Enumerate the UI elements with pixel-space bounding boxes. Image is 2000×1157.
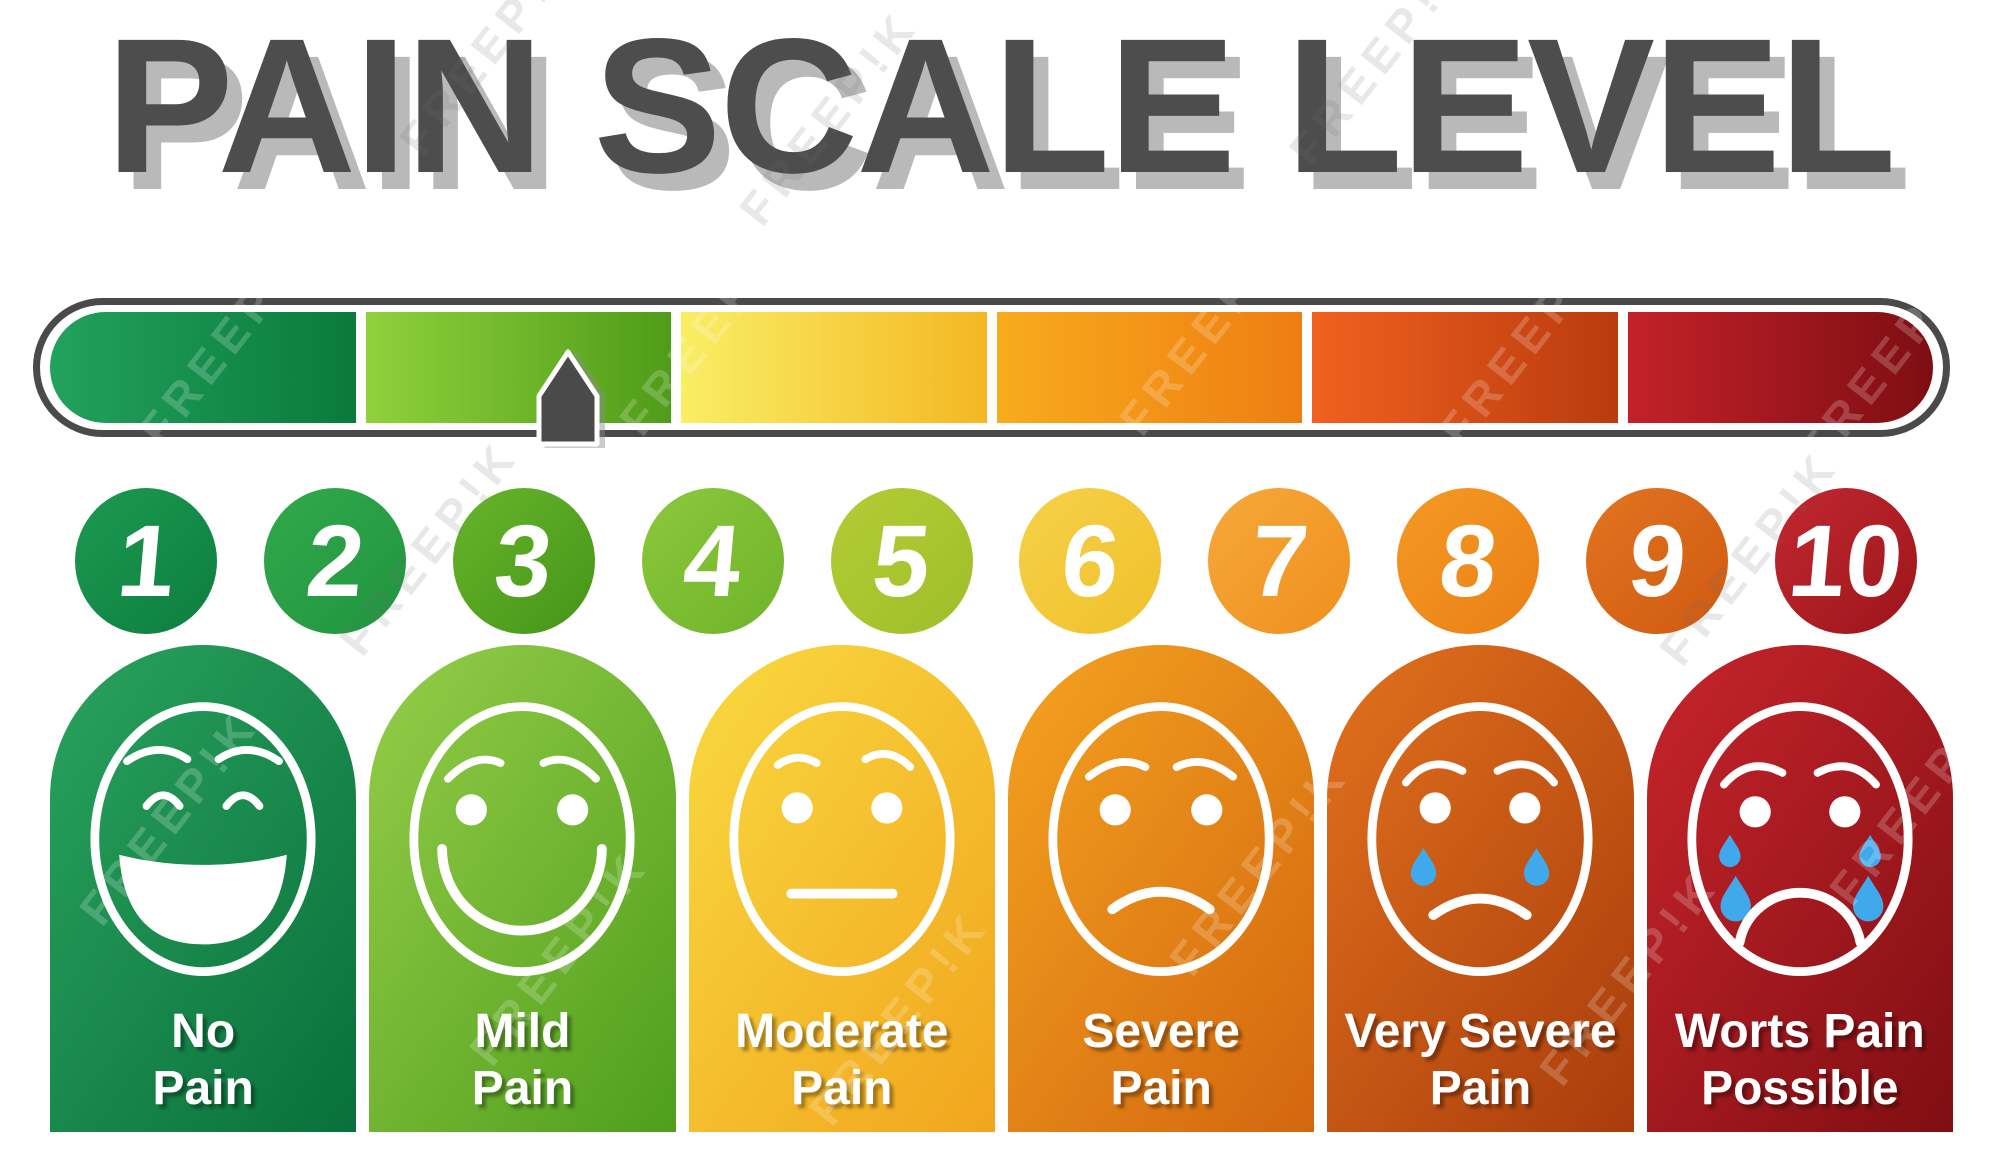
face-outline [1367,702,1594,977]
eyebrows [444,755,601,783]
level-number: 9 [1623,504,1691,618]
right-eye [871,792,903,824]
level-number: 6 [1057,504,1124,618]
face-outline [1687,702,1913,977]
left-eye [456,794,488,826]
frown-mouth [1107,887,1215,915]
bar-segment-6 [1627,312,1933,423]
scale-pointer-arrow-icon [531,348,605,448]
level-circle-2: 2 [263,488,406,634]
level-circle-4: 4 [641,488,784,634]
level-number: 5 [868,504,935,618]
card-worst-pain-possible: Worts Pain Possible [1646,645,1953,1132]
card-label: Moderate Pain [735,1004,949,1116]
laughing-face-icon [90,702,316,977]
frown-mouth [1428,893,1533,920]
neutral-face-icon [729,702,955,977]
level-number: 1 [112,504,180,618]
smiling-face-icon [409,702,636,977]
right-tear-big [1852,875,1884,922]
face-outline [409,702,636,977]
pain-cards-row: No Pain Mild Pain [50,645,1953,1132]
right-eye [557,794,589,826]
card-label: Mild Pain [471,1004,574,1116]
card-mild-pain: Mild Pain [369,645,676,1132]
closed-happy-eyes [142,791,264,810]
left-tear-big [1720,875,1751,922]
level-number: 10 [1784,504,1908,618]
level-number: 2 [301,504,369,618]
eyebrows [1085,758,1238,781]
eyebrows [1719,762,1880,789]
right-eye [1191,794,1223,826]
crying-hard-face-icon [1687,702,1913,977]
level-circle-1: 1 [75,488,217,634]
left-eye [781,792,813,824]
left-eye [1739,796,1771,828]
right-eye [1829,796,1861,828]
right-tear [1524,847,1550,886]
pain-scale-bar [33,298,1950,437]
card-label: Severe Pain [1082,1004,1240,1116]
right-tear-small [1859,834,1881,868]
left-tear-small [1718,834,1741,868]
card-very-severe-pain: Very Severe Pain [1327,645,1634,1132]
level-circle-5: 5 [830,488,973,634]
level-circle-9: 9 [1586,488,1728,634]
face-outline [1048,702,1274,977]
face-outline [90,702,316,977]
level-circle-8: 8 [1397,488,1540,634]
card-moderate-pain: Moderate Pain [688,645,995,1132]
card-label: No Pain [152,1004,254,1116]
smile-mouth [437,843,608,936]
eyebrows [773,750,914,771]
left-tear [1411,847,1437,886]
card-label: Very Severe Pain [1344,1004,1617,1116]
level-circle-3: 3 [452,488,595,634]
bar-segment-5 [1312,312,1618,423]
right-eye [1509,792,1541,824]
level-circle-6: 6 [1019,488,1162,634]
crying-face-icon [1367,702,1594,977]
level-circle-10: 10 [1774,488,1917,634]
deep-frown-mouth [1734,887,1866,948]
card-no-pain: No Pain [50,645,357,1132]
level-number: 7 [1245,504,1313,618]
left-eye [1099,794,1131,826]
level-circles-row: 1 2 3 4 5 6 7 8 9 10 [75,488,1917,634]
level-number: 8 [1434,504,1502,618]
face-outline [729,702,955,977]
card-severe-pain: Severe Pain [1007,645,1315,1132]
pain-scale-bar-track [50,312,1933,423]
eyebrows [1402,760,1559,787]
laughing-mouth [119,854,287,945]
page-title: PAIN SCALE LEVEL [105,0,1897,213]
bar-segment-3 [681,312,987,423]
left-eye [1420,792,1452,824]
card-label: Worts Pain Possible [1674,1004,1925,1116]
bar-segment-1 [50,312,356,423]
level-number: 4 [679,504,746,618]
bar-segment-4 [996,312,1302,423]
sad-face-icon [1048,702,1274,977]
bar-segment-2 [365,312,671,423]
eyebrows [123,746,284,766]
level-number: 3 [490,504,558,618]
level-circle-7: 7 [1208,488,1351,634]
